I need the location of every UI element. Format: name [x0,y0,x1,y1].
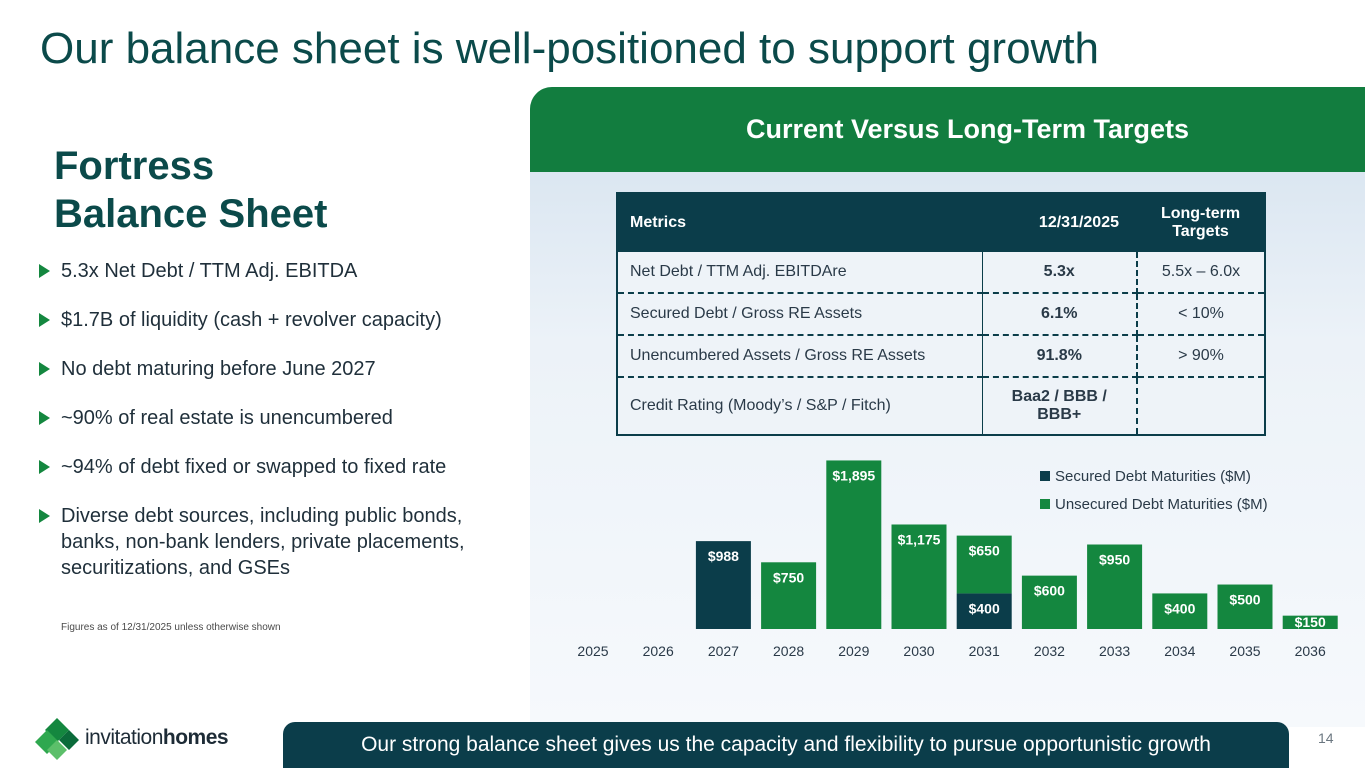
heading-line-1: Fortress [54,144,215,188]
bullet-item: ~94% of debt fixed or swapped to fixed r… [38,454,516,480]
bar-unsecured [1021,575,1077,629]
metric-target: < 10% [1137,293,1265,336]
triangle-bullet-icon [39,411,50,425]
bar-unsecured [1087,544,1143,629]
metric-current: 6.1% [982,293,1138,336]
header-metrics: Metrics [617,193,982,252]
x-tick-label: 2031 [969,643,1000,659]
bar-data-label: $650 [969,543,1000,559]
bullet-text: $1.7B of liquidity (cash + revolver capa… [61,309,442,331]
bar-data-label: $1,895 [832,467,875,483]
footnote: Figures as of 12/31/2025 unless otherwis… [61,622,281,633]
page-number: 14 [1318,730,1334,746]
logo-wordmark: invitationhomes [85,726,229,750]
bar-unsecured [1282,615,1338,629]
debt-maturity-chart: 2025 2026 $988 2027 $750 2028 $1,895 2029 $1,175… [577,460,1338,659]
bar-unsecured [761,562,817,629]
company-logo: invitationhomes [35,716,229,760]
table-row: Secured Debt / Gross RE Assets 6.1% < 10… [617,293,1265,336]
chart-legend: Secured Debt Maturities ($M) Unsecured D… [1040,462,1268,518]
metric-current: 5.3x [982,252,1138,294]
legend-label-unsecured: Unsecured Debt Maturities ($M) [1055,495,1268,513]
triangle-bullet-icon [39,264,50,278]
logo-word-1: invitation [85,726,163,749]
bar-data-label: $500 [1229,592,1260,608]
metric-name: Net Debt / TTM Adj. EBITDAre [617,252,983,294]
x-tick-label: 2030 [903,643,934,659]
triangle-bullet-icon [39,313,50,327]
metric-target: > 90% [1137,335,1265,378]
x-tick-label: 2034 [1164,643,1195,659]
x-tick-label: 2029 [838,643,869,659]
page-title: Our balance sheet is well-positioned to … [40,24,1100,73]
bullet-list: 5.3x Net Debt / TTM Adj. EBITDA $1.7B of… [38,258,516,604]
bullet-item: ~90% of real estate is unencumbered [38,405,516,431]
metric-name: Secured Debt / Gross RE Assets [617,293,983,336]
bar-data-label: $150 [1295,614,1326,630]
bullet-text: 5.3x Net Debt / TTM Adj. EBITDA [61,260,358,282]
legend-label-secured: Secured Debt Maturities ($M) [1055,467,1251,485]
x-tick-label: 2026 [643,643,674,659]
bar-data-label: $400 [1164,600,1195,616]
bullet-item: No debt maturing before June 2027 [38,356,516,382]
x-tick-label: 2033 [1099,643,1130,659]
legend-item-secured: Secured Debt Maturities ($M) [1040,462,1268,490]
metric-target [1137,377,1265,435]
bar-unsecured [1217,584,1273,629]
table-row: Unencumbered Assets / Gross RE Assets 91… [617,335,1265,378]
table-row: Credit Rating (Moody’s / S&P / Fitch) Ba… [617,377,1265,435]
triangle-bullet-icon [39,460,50,474]
metric-target: 5.5x – 6.0x [1137,252,1265,294]
legend-item-unsecured: Unsecured Debt Maturities ($M) [1040,490,1268,518]
logo-mark-icon [35,718,79,760]
bullet-text: No debt maturing before June 2027 [61,358,376,380]
bullet-item: 5.3x Net Debt / TTM Adj. EBITDA [38,258,516,284]
bar-unsecured [1152,593,1208,629]
bullet-text: ~94% of debt fixed or swapped to fixed r… [61,456,447,478]
x-tick-label: 2027 [708,643,739,659]
panel-header: Current Versus Long-Term Targets [530,87,1365,172]
bar-unsecured [956,535,1012,594]
bar-unsecured [826,460,882,629]
bar-secured [695,541,751,629]
bar-data-label: $1,175 [898,531,941,547]
heading-line-2: Balance Sheet [54,192,328,236]
header-targets: Long-term Targets [1137,193,1265,252]
table-row: Net Debt / TTM Adj. EBITDAre 5.3x 5.5x –… [617,252,1265,294]
logo-word-2: homes [162,726,229,749]
metric-current: Baa2 / BBB / BBB+ [982,377,1138,435]
metric-name: Unencumbered Assets / Gross RE Assets [617,335,983,378]
header-current: 12/31/2025 [982,193,1137,252]
triangle-bullet-icon [39,362,50,376]
bar-data-label: $400 [969,600,1000,616]
bullet-text: Diverse debt sources, including public b… [61,505,465,579]
bullet-item: $1.7B of liquidity (cash + revolver capa… [38,307,516,333]
metric-current: 91.8% [982,335,1138,378]
x-tick-label: 2028 [773,643,804,659]
bar-data-label: $950 [1099,552,1130,568]
triangle-bullet-icon [39,509,50,523]
bar-unsecured [891,524,947,629]
bar-data-label: $988 [708,548,739,564]
bullet-item: Diverse debt sources, including public b… [38,503,516,581]
bar-data-label: $750 [773,569,804,585]
metrics-table: Metrics 12/31/2025 Long-term Targets Net… [616,192,1266,436]
x-tick-label: 2036 [1295,643,1326,659]
x-tick-label: 2032 [1034,643,1065,659]
bar-secured [956,593,1012,629]
legend-swatch-unsecured [1040,499,1050,509]
bar-data-label: $600 [1034,583,1065,599]
metric-name: Credit Rating (Moody’s / S&P / Fitch) [617,377,983,435]
section-heading: Fortress Balance Sheet [54,142,327,238]
table-header-row: Metrics 12/31/2025 Long-term Targets [617,193,1265,252]
x-tick-label: 2025 [577,643,608,659]
bullet-text: ~90% of real estate is unencumbered [61,407,393,429]
bottom-banner: Our strong balance sheet gives us the ca… [283,722,1289,768]
x-tick-label: 2035 [1229,643,1260,659]
legend-swatch-secured [1040,471,1050,481]
